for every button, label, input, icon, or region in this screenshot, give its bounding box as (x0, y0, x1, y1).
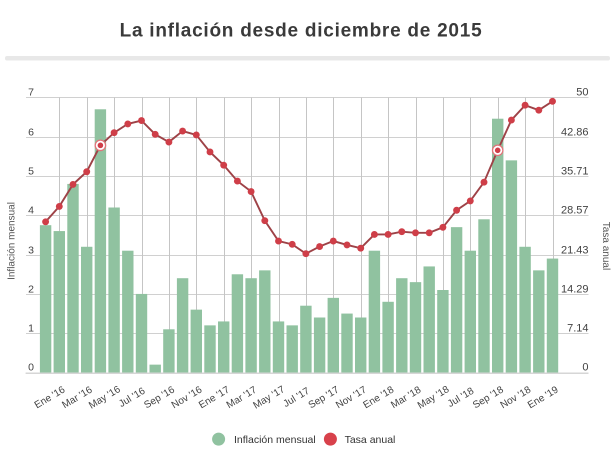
svg-text:6: 6 (28, 127, 34, 139)
svg-text:21.43: 21.43 (561, 245, 589, 257)
svg-text:Tasa anual: Tasa anual (600, 222, 611, 270)
svg-text:14.29: 14.29 (561, 284, 589, 296)
svg-text:7: 7 (28, 87, 34, 99)
svg-text:35.71: 35.71 (561, 166, 589, 178)
svg-text:28.57: 28.57 (561, 205, 589, 217)
svg-text:Inflación mensual: Inflación mensual (234, 434, 316, 446)
svg-text:3: 3 (28, 245, 34, 257)
svg-text:0: 0 (582, 362, 588, 374)
svg-text:0: 0 (28, 362, 34, 374)
svg-text:1: 1 (28, 323, 34, 335)
svg-text:2: 2 (28, 284, 34, 296)
svg-text:50: 50 (576, 87, 588, 99)
svg-text:42.86: 42.86 (561, 127, 589, 139)
svg-text:Tasa anual: Tasa anual (345, 434, 396, 446)
svg-text:4: 4 (28, 205, 34, 217)
svg-text:5: 5 (28, 166, 34, 178)
svg-text:Inflación mensual: Inflación mensual (7, 202, 18, 280)
svg-text:La inflación desde diciembre d: La inflación desde diciembre de 2015 (120, 21, 483, 42)
svg-text:7.14: 7.14 (567, 323, 588, 335)
